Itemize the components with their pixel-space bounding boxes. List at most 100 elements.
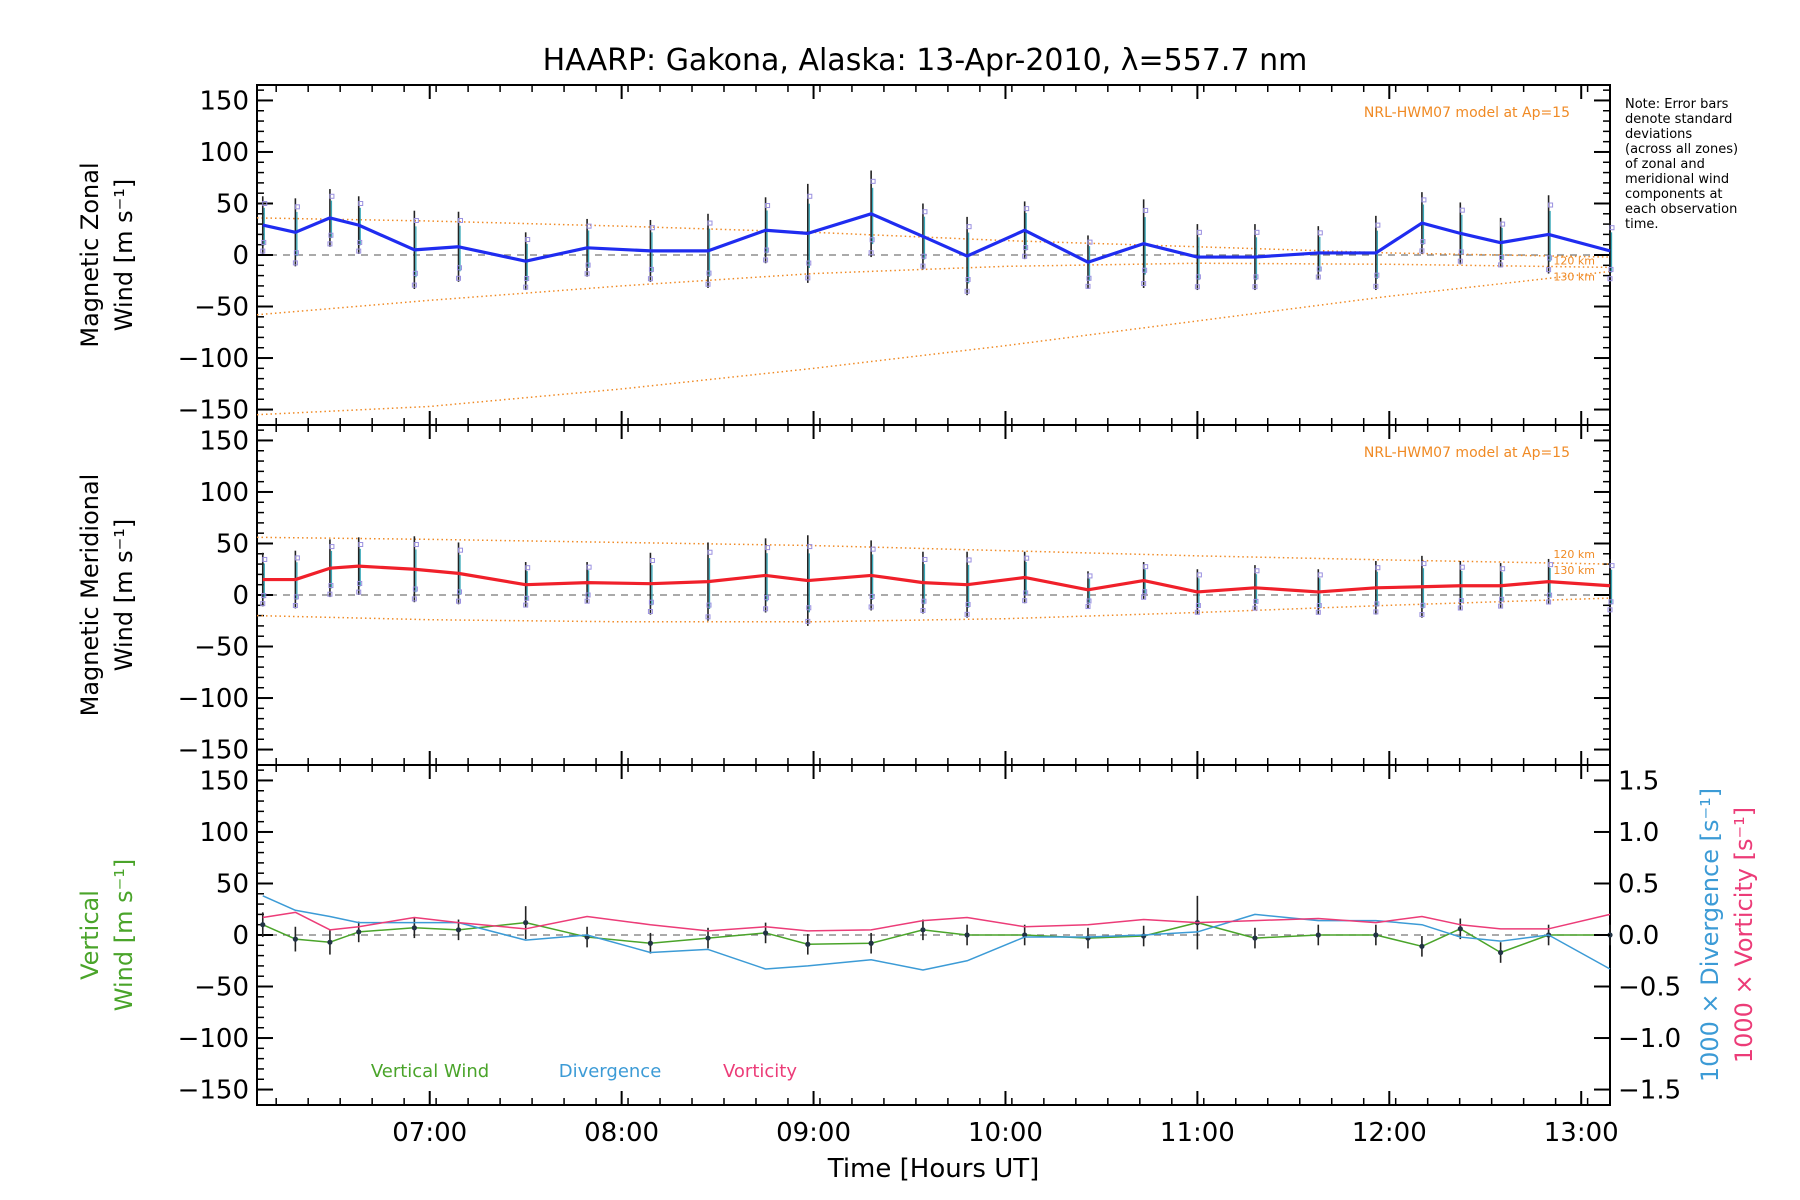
data-point	[292, 936, 298, 942]
zone-point	[1195, 274, 1201, 280]
zone-point	[525, 237, 531, 243]
zone-point	[411, 282, 417, 288]
error-bar-note: Note: Error bars denote standard deviati…	[1625, 97, 1739, 232]
panel-meridional: −150 −100 −50 0 50 100 150 NRL-HWM07 model at A…	[76, 424, 1615, 766]
data-point	[1022, 932, 1028, 938]
zone-point	[805, 275, 811, 281]
zone-point	[327, 591, 333, 597]
zone-point	[585, 592, 591, 598]
zone-point	[1085, 283, 1091, 289]
y-tick-label: 50	[216, 869, 249, 899]
zone-point	[1087, 573, 1093, 579]
zone-point	[1194, 284, 1200, 290]
x-tick-label: 07:00	[392, 1118, 467, 1148]
series-line-vertical-wind	[262, 921, 1610, 954]
panels-group: −150 −100 −50 0 50 100 150 NRL-HWM07 model at A…	[76, 84, 1758, 1184]
data-point	[964, 932, 970, 938]
zone-point	[292, 603, 298, 609]
zone-point	[1023, 245, 1029, 251]
zone-point	[1457, 605, 1463, 611]
y-axis-label-2: Wind [m s⁻¹]	[110, 519, 138, 671]
zone-point	[1421, 197, 1427, 203]
zone-point	[765, 545, 771, 551]
zone-point	[764, 247, 770, 253]
y-tick-label: −50	[194, 293, 249, 323]
zone-point	[966, 557, 972, 563]
x-tick-label: 12:00	[1352, 1118, 1427, 1148]
zone-point	[763, 257, 769, 263]
zone-point	[1022, 598, 1028, 604]
zone-point	[412, 270, 418, 276]
y-tick-label: 0	[232, 241, 249, 271]
y-tick-label: −100	[178, 684, 249, 714]
zone-point	[1548, 562, 1554, 568]
model-alt-label: 120 km	[1553, 548, 1595, 561]
zone-point	[586, 564, 592, 570]
y-tick-label: 0	[232, 921, 249, 951]
zone-point	[1024, 206, 1030, 212]
zone-point	[1458, 249, 1464, 255]
zone-point	[1086, 598, 1092, 604]
zone-point	[807, 544, 813, 550]
zone-point	[1317, 230, 1323, 236]
data-point	[1315, 932, 1321, 938]
zone-point	[1022, 253, 1028, 259]
zone-point	[1087, 239, 1093, 245]
zone-point	[329, 544, 335, 550]
x-tick-label: 09:00	[776, 1118, 851, 1148]
zone-point	[649, 225, 655, 231]
zone-point	[357, 580, 363, 586]
zone-point	[413, 542, 419, 548]
zone-point	[1141, 594, 1147, 600]
y2-tick-label: 0.5	[1618, 869, 1659, 899]
zone-point	[458, 547, 464, 553]
y2-tick-label: −1.0	[1618, 1024, 1681, 1054]
y-axis-label-2: Wind [m s⁻¹]	[110, 859, 138, 1011]
zone-point	[356, 589, 362, 595]
zone-point	[920, 263, 926, 269]
zone-point	[707, 220, 713, 226]
data-point	[647, 940, 654, 946]
y-tick-label: 0	[232, 581, 249, 611]
zone-point	[1086, 275, 1092, 281]
legend-entry: Vertical Wind	[371, 1061, 489, 1082]
zone-point	[358, 542, 364, 548]
y-tick-label: −100	[178, 1024, 249, 1054]
y-axis-label-2: Wind [m s⁻¹]	[110, 179, 138, 331]
zone-point	[965, 601, 971, 607]
zone-point	[920, 607, 926, 613]
y-tick-label: −50	[194, 633, 249, 663]
zone-point	[411, 596, 417, 602]
zone-point	[356, 248, 362, 254]
zone-point	[1500, 566, 1506, 572]
zone-point	[1419, 248, 1425, 254]
zone-point	[647, 608, 653, 614]
data-point	[523, 920, 529, 926]
zone-point	[260, 248, 266, 254]
zone-point	[328, 583, 334, 589]
zone-point	[1458, 598, 1464, 604]
figure-title: HAARP: Gakona, Alaska: 13-Apr-2010, λ=55…	[543, 43, 1308, 78]
data-point	[1419, 943, 1425, 949]
y-tick-label: −100	[178, 344, 249, 374]
zone-point	[1024, 555, 1030, 561]
zone-point	[1316, 603, 1322, 609]
zone-point	[706, 270, 712, 276]
zone-point	[1143, 207, 1149, 213]
y-axis-label: Magnetic Zonal	[76, 162, 104, 347]
x-axis-label: Time [Hours UT]	[827, 1154, 1040, 1184]
zone-point	[1609, 563, 1615, 569]
data-point	[1457, 926, 1463, 932]
zone-point	[1317, 572, 1323, 578]
zone-point	[1315, 609, 1321, 615]
x-tick-label: 08:00	[584, 1118, 659, 1148]
zone-point	[358, 200, 364, 206]
zone-point	[327, 241, 333, 247]
zone-point	[870, 178, 876, 184]
zone-point	[458, 217, 464, 223]
data-point	[762, 930, 769, 936]
zone-point	[1373, 609, 1379, 615]
series-line-divergence	[262, 895, 1611, 971]
data-point	[356, 929, 362, 935]
zone-point	[525, 565, 531, 571]
